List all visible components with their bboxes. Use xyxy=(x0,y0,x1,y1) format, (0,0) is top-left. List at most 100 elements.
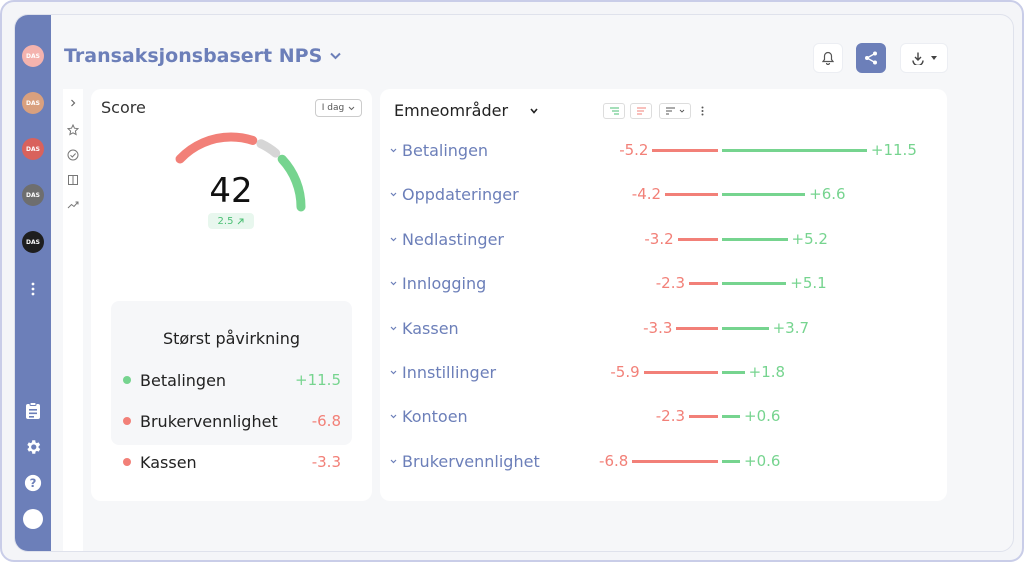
sort-negative-button[interactable] xyxy=(630,103,652,119)
score-delta-value: 2.5 xyxy=(217,215,234,227)
topic-name-text: Brukervennlighet xyxy=(402,451,540,471)
topic-name[interactable]: Nedlastinger xyxy=(390,230,504,249)
negative-value: -3.3 xyxy=(643,318,673,337)
avatar-label: DAS xyxy=(26,238,40,246)
topic-name[interactable]: Innlogging xyxy=(390,274,486,293)
topic-row[interactable]: Innlogging -2.3 +5.1 xyxy=(390,272,910,296)
avatar-2[interactable]: DAS xyxy=(22,138,44,160)
avatar-label: DAS xyxy=(26,52,40,60)
avatar-4[interactable]: DAS xyxy=(22,231,44,253)
star-icon[interactable] xyxy=(66,123,80,137)
positive-value: +0.6 xyxy=(744,451,781,470)
mini-toolbar xyxy=(63,89,83,551)
topic-row[interactable]: Brukervennlighet -6.8 +0.6 xyxy=(390,450,910,474)
impact-value: -3.3 xyxy=(311,453,341,471)
check-circle-icon[interactable] xyxy=(66,148,80,162)
clipboard-icon[interactable] xyxy=(23,401,43,421)
topics-title[interactable]: Emneområder xyxy=(394,101,538,120)
chevron-down-icon xyxy=(390,281,397,286)
more-options-button[interactable] xyxy=(697,103,707,119)
topic-row[interactable]: Kontoen -2.3 +0.6 xyxy=(390,405,910,429)
positive-bar xyxy=(722,237,788,241)
topic-row[interactable]: Nedlastinger -3.2 +5.2 xyxy=(390,228,910,252)
chevron-down-icon xyxy=(679,109,685,113)
arrow-up-right-icon xyxy=(238,218,244,224)
topic-name[interactable]: Innstillinger xyxy=(390,363,496,382)
positive-value: +6.6 xyxy=(809,185,846,204)
avatar-0[interactable]: DAS xyxy=(22,45,44,67)
impact-row[interactable]: Brukervennlighet -6.8 xyxy=(123,410,341,432)
notifications-button[interactable] xyxy=(813,43,843,73)
download-icon xyxy=(912,52,924,65)
topic-name-text: Nedlastinger xyxy=(402,229,504,249)
topic-name-text: Innstillinger xyxy=(402,363,497,382)
impact-value: +11.5 xyxy=(295,371,341,389)
topic-row[interactable]: Betalingen -5.2 +11.5 xyxy=(390,139,917,163)
chevron-down-icon xyxy=(390,326,397,330)
negative-value: -3.2 xyxy=(644,229,674,248)
sort-icon xyxy=(666,107,675,115)
negative-bar xyxy=(676,326,718,330)
topic-row[interactable]: Oppdateringer -4.2 +6.6 xyxy=(390,183,910,207)
gear-icon[interactable] xyxy=(23,437,43,457)
topic-name[interactable]: Kontoen xyxy=(390,407,468,426)
avatar-1[interactable]: DAS xyxy=(22,92,44,114)
chevron-down-icon xyxy=(390,148,397,153)
score-title: Score xyxy=(101,98,146,117)
topic-row[interactable]: Kassen -3.3 +3.7 xyxy=(390,317,910,341)
positive-value: +1.8 xyxy=(748,363,786,381)
caret-down-icon xyxy=(931,56,937,60)
positive-value: +3.7 xyxy=(772,318,810,337)
positive-value: +5.1 xyxy=(790,274,827,293)
topic-name[interactable]: Betalingen xyxy=(390,141,488,160)
topic-name-text: Kassen xyxy=(402,318,459,338)
sort-green-icon xyxy=(609,107,619,115)
impact-value: -6.8 xyxy=(311,412,341,430)
avatar-label: DAS xyxy=(26,191,40,199)
trend-icon[interactable] xyxy=(66,198,80,212)
topic-row[interactable]: Innstillinger -5.9 +1.8 xyxy=(390,361,910,385)
chevron-down-icon xyxy=(330,52,341,60)
sort-red-icon xyxy=(636,107,646,115)
positive-value: +5.2 xyxy=(791,229,828,248)
chevron-down-icon xyxy=(390,459,397,464)
bell-icon xyxy=(822,51,834,65)
period-label: I dag xyxy=(321,103,345,113)
avatar-3[interactable]: DAS xyxy=(22,184,44,206)
help-icon[interactable]: ? xyxy=(23,473,43,493)
topic-name[interactable]: Kassen xyxy=(390,319,459,338)
topic-name[interactable]: Oppdateringer xyxy=(390,185,519,204)
impact-row[interactable]: Kassen -3.3 xyxy=(123,451,341,473)
share-button[interactable] xyxy=(856,43,886,73)
topic-name[interactable]: Brukervennlighet xyxy=(390,452,540,471)
more-vertical-icon[interactable] xyxy=(23,279,43,299)
expand-chevron-icon[interactable] xyxy=(66,96,80,110)
gauge-positive-arc xyxy=(156,132,306,282)
chevron-down-icon xyxy=(390,192,397,197)
topics-title-text: Emneområder xyxy=(394,101,509,120)
topic-name-text: Kontoen xyxy=(402,407,468,427)
gauge-negative-arc xyxy=(156,132,306,282)
score-card: Score I dag 42 2.5 Størst påvirkning Bet… xyxy=(91,89,372,501)
sort-menu-button[interactable] xyxy=(659,103,691,119)
positive-bar xyxy=(722,459,740,463)
score-value: 42 xyxy=(209,171,253,211)
download-menu-button[interactable] xyxy=(900,43,948,73)
chevron-down-icon xyxy=(390,237,397,242)
negative-value: -5.9 xyxy=(610,363,640,381)
page-title[interactable]: Transaksjonsbasert NPS xyxy=(64,45,341,67)
user-profile-icon[interactable] xyxy=(23,509,43,529)
chevron-down-icon xyxy=(348,106,355,110)
score-delta-badge: 2.5 xyxy=(208,213,254,229)
svg-text:?: ? xyxy=(30,476,37,490)
positive-bar xyxy=(722,326,769,330)
negative-bar xyxy=(689,282,718,286)
sidebar: DAS DAS DAS DAS DAS ? xyxy=(15,15,51,551)
positive-value: +11.5 xyxy=(870,141,917,159)
impact-name: Kassen xyxy=(140,452,197,472)
share-icon xyxy=(865,51,877,65)
period-dropdown[interactable]: I dag xyxy=(315,99,362,117)
impact-row[interactable]: Betalingen +11.5 xyxy=(123,369,341,391)
compare-icon[interactable] xyxy=(66,173,80,187)
sort-positive-button[interactable] xyxy=(603,103,625,119)
